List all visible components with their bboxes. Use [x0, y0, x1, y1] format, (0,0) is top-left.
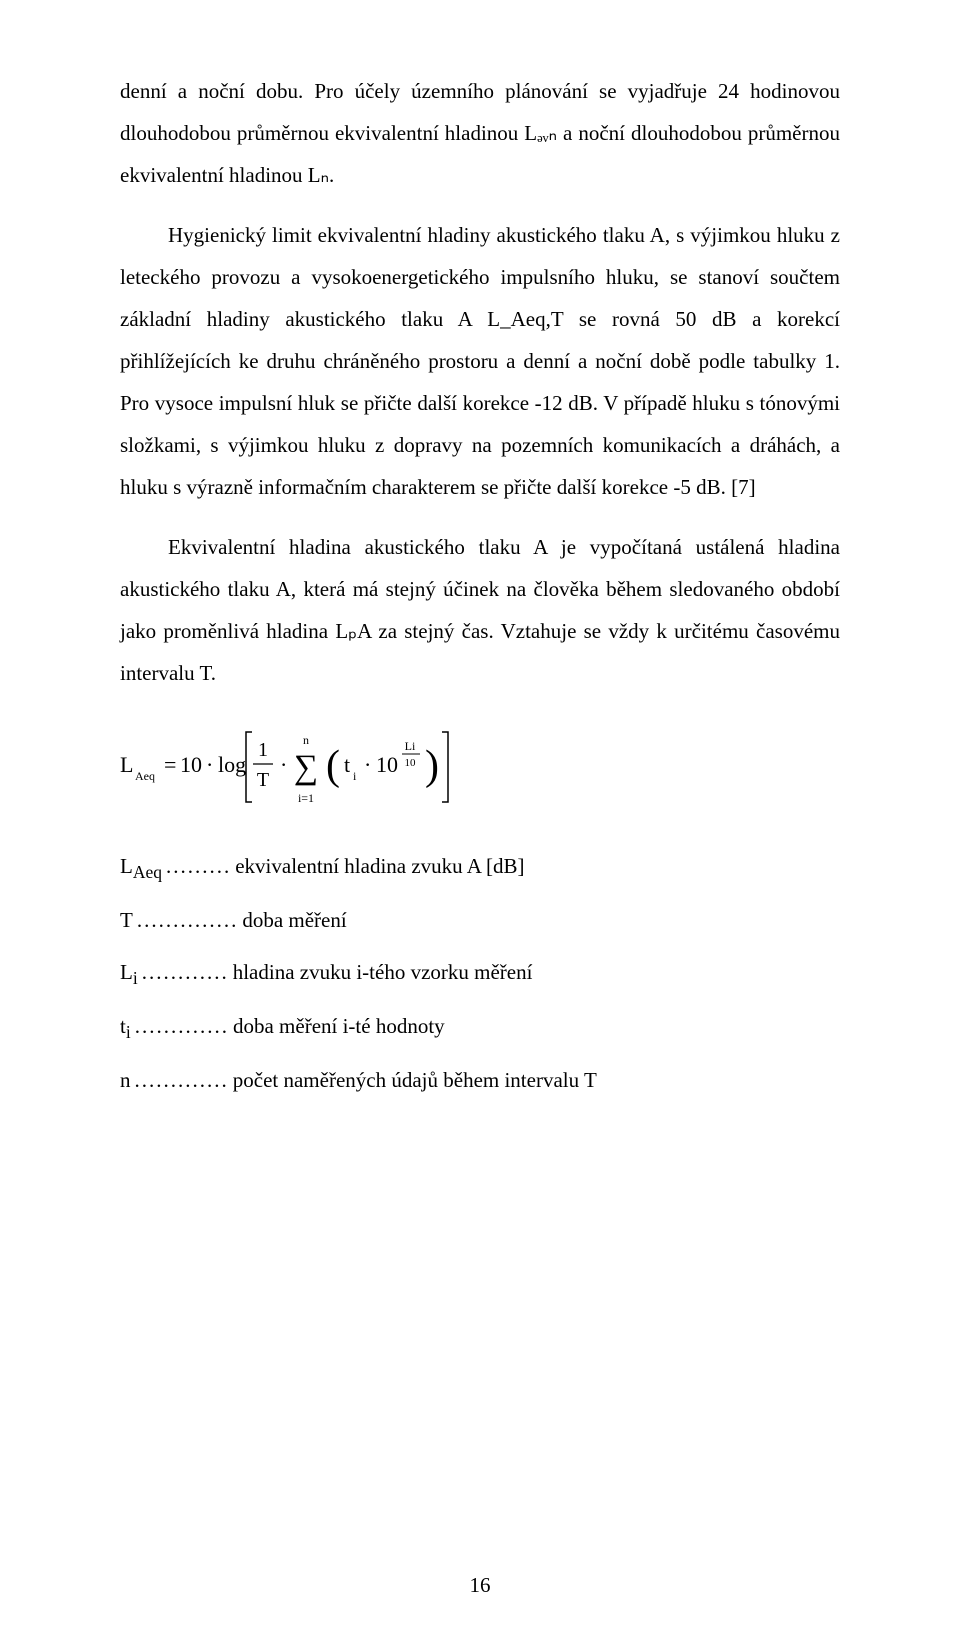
svg-text:i: i — [353, 769, 357, 783]
definition-dots: ............. — [131, 1010, 233, 1044]
definition-dots: ............ — [138, 956, 233, 990]
document-page: denní a noční dobu. Pro účely územního p… — [0, 0, 960, 1642]
formula-svg: L Aeq = 10 · log 1 T · n ∑ i=1 ( — [120, 720, 500, 812]
svg-text:): ) — [425, 743, 439, 789]
svg-text:10: 10 — [180, 752, 202, 777]
definition-dots: ......... — [162, 850, 235, 884]
definition-desc: počet naměřených údajů během intervalu T — [233, 1064, 840, 1098]
definition-dots: ............. — [131, 1064, 233, 1098]
definitions-list: LAeq ......... ekvivalentní hladina zvuk… — [120, 850, 840, 1098]
definition-symbol: ti — [120, 1010, 131, 1046]
svg-text:∑: ∑ — [294, 749, 318, 786]
definition-dots: .............. — [133, 904, 243, 938]
definition-row: Li ............ hladina zvuku i-tého vzo… — [120, 956, 840, 992]
svg-text:·: · — [280, 752, 287, 777]
definition-symbol: T — [120, 904, 133, 938]
svg-text:t: t — [344, 752, 350, 777]
definition-desc: doba měření i-té hodnoty — [233, 1010, 840, 1044]
paragraph-2: Hygienický limit ekvivalentní hladiny ak… — [120, 214, 840, 508]
svg-text:=: = — [164, 752, 176, 777]
definition-desc: doba měření — [242, 904, 840, 938]
svg-text:1: 1 — [258, 739, 268, 761]
svg-text:10: 10 — [376, 752, 398, 777]
svg-text:(: ( — [326, 743, 340, 789]
svg-text:T: T — [257, 769, 269, 791]
page-number: 16 — [0, 1564, 960, 1606]
svg-text:L: L — [120, 752, 133, 777]
definition-symbol: n — [120, 1064, 131, 1098]
definition-row: T .............. doba měření — [120, 904, 840, 938]
definition-symbol: LAeq — [120, 850, 162, 886]
definition-desc: ekvivalentní hladina zvuku A [dB] — [235, 850, 840, 884]
svg-text:·: · — [206, 752, 213, 777]
svg-text:10: 10 — [405, 757, 417, 769]
paragraph-1: denní a noční dobu. Pro účely územního p… — [120, 70, 840, 196]
svg-text:n: n — [303, 733, 309, 747]
definition-symbol: Li — [120, 956, 138, 992]
svg-text:log: log — [218, 752, 246, 777]
svg-text:Li: Li — [405, 739, 416, 753]
definition-row: n ............. počet naměřených údajů b… — [120, 1064, 840, 1098]
svg-text:·: · — [364, 752, 371, 777]
definition-row: LAeq ......... ekvivalentní hladina zvuk… — [120, 850, 840, 886]
definition-desc: hladina zvuku i-tého vzorku měření — [233, 956, 840, 990]
svg-text:i=1: i=1 — [298, 791, 314, 805]
definition-row: ti ............. doba měření i-té hodnot… — [120, 1010, 840, 1046]
svg-text:Aeq: Aeq — [135, 769, 155, 783]
paragraph-3: Ekvivalentní hladina akustického tlaku A… — [120, 526, 840, 694]
formula-l-aeq: L Aeq = 10 · log 1 T · n ∑ i=1 ( — [120, 720, 840, 816]
